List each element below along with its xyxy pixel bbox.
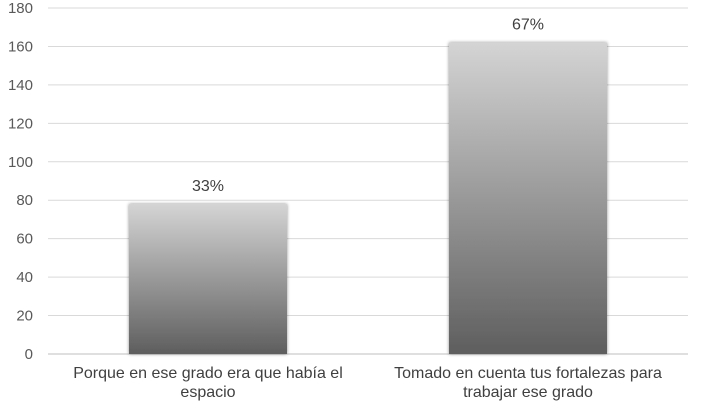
- y-tick-label: 20: [16, 308, 33, 325]
- data-label-1: 33%: [192, 178, 224, 195]
- bar-1: [129, 204, 287, 354]
- data-label-2: 67%: [512, 17, 544, 34]
- y-tick-label: 80: [16, 192, 33, 209]
- y-tick-label: 100: [8, 154, 33, 171]
- category-label-1: Porque en ese grado era que había el esp…: [73, 365, 343, 401]
- y-tick-label: 0: [25, 346, 33, 363]
- y-tick-label: 120: [8, 115, 33, 132]
- y-tick-label: 60: [16, 231, 33, 248]
- category-label-2: Tomado en cuenta tus fortalezas para tra…: [394, 365, 662, 401]
- y-tick-label: 140: [8, 77, 33, 94]
- bar-2: [449, 42, 607, 354]
- y-tick-label: 160: [8, 38, 33, 55]
- y-tick-label: 40: [16, 269, 33, 286]
- y-tick-label: 180: [8, 0, 33, 17]
